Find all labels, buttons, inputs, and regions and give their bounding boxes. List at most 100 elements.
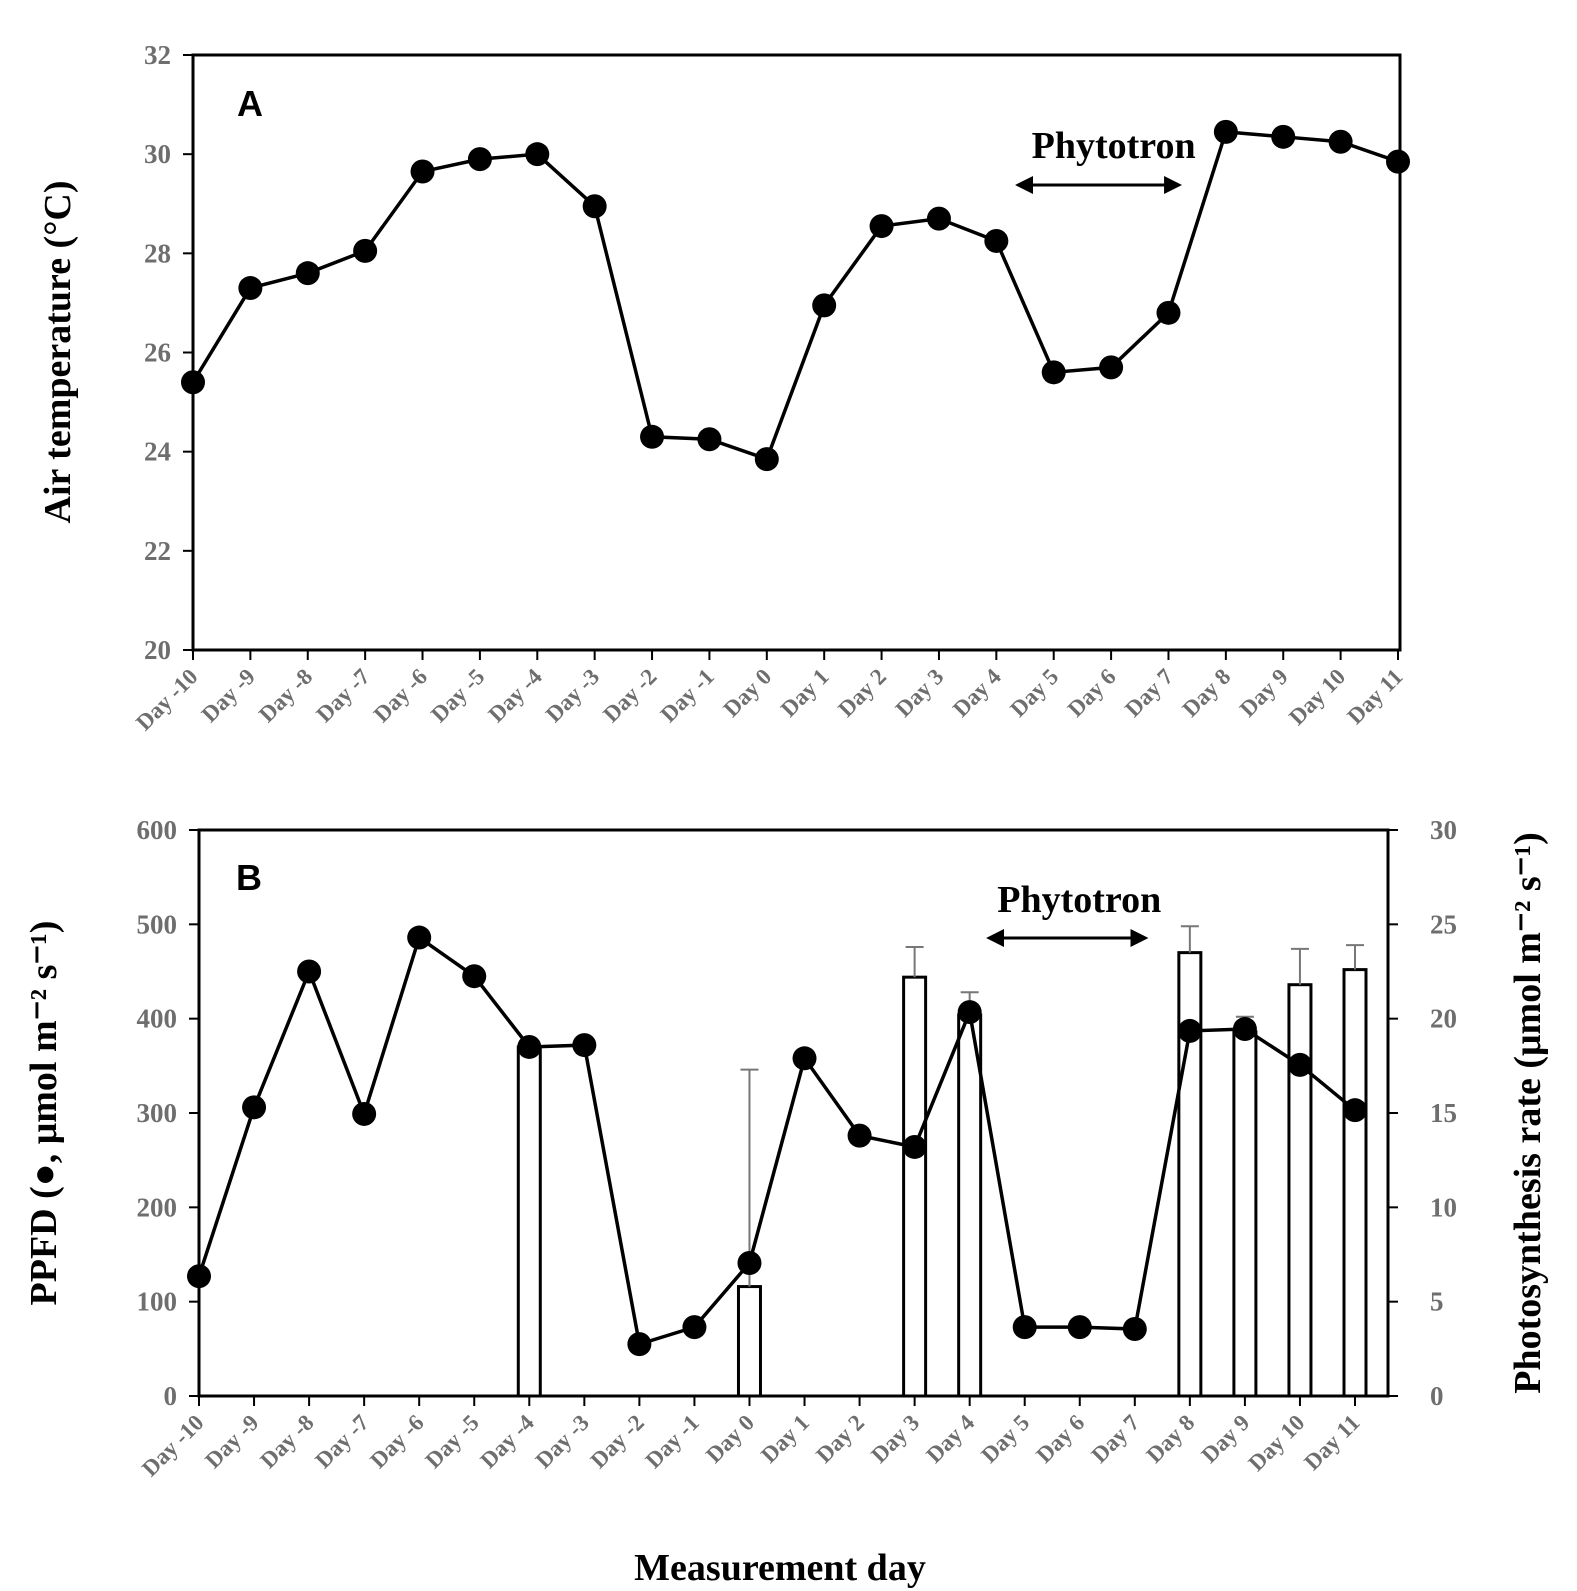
panel-b-left-tick-label: 0	[164, 1381, 178, 1411]
panel-b-left-tick-label: 500	[137, 909, 178, 939]
panel-b-x-tick-label: Day 10	[1243, 1410, 1309, 1476]
panel-a-data-point	[295, 261, 320, 286]
panel-b-right-axis: 0 5 10 15 20 25 30	[1388, 815, 1457, 1411]
panel-a-x-tick-label: Day -7	[311, 664, 374, 727]
panel-a-y-tick-label: 28	[144, 238, 171, 268]
panel-b-x-tick-label: Day 7	[1086, 1410, 1144, 1468]
panel-a-label: A	[237, 83, 263, 124]
panel-a-x-tick-label: Day -1	[656, 664, 719, 727]
panel-b-right-tick-label: 10	[1430, 1192, 1457, 1222]
panel-b-x-tick-label: Day 3	[866, 1410, 924, 1468]
panel-b-ppfd-point	[1067, 1315, 1092, 1340]
panel-a-data-point	[410, 159, 435, 184]
panel-b-right-tick-label: 30	[1430, 815, 1457, 845]
panel-a-phytotron-label: Phytotron	[1032, 125, 1196, 167]
panel-b-photosynthesis-bar	[1342, 968, 1368, 1398]
panel-b-photosynthesis-bar	[516, 1045, 542, 1398]
panel-a-temperature-line	[191, 129, 1399, 462]
panel-a-x-tick-label: Day -9	[197, 664, 260, 727]
panel-b-x-tick-label: Day -7	[310, 1410, 373, 1473]
panel-b-ppfd-point	[517, 1034, 542, 1059]
panel-b-left-axis: 0 100 200 300 400 500 600	[137, 815, 199, 1411]
panel-b-plot-frame	[197, 828, 1390, 1398]
panel-b-ppfd-point	[462, 964, 487, 989]
panel-a-data-point	[181, 370, 205, 395]
panel-b-right-tick-label: 5	[1430, 1287, 1444, 1317]
panel-b-ppfd-point	[1177, 1018, 1202, 1043]
panel-a-y-tick-label: 32	[144, 40, 171, 70]
panel-a-data-point	[1328, 129, 1353, 154]
panel-b-left-tick-label: 200	[137, 1192, 178, 1222]
panel-b-ppfd-point	[1122, 1317, 1147, 1342]
panel-b-ppfd-point	[682, 1315, 707, 1340]
panel-a-data-point	[697, 427, 722, 452]
panel-a-y-axis: 20 22 24 26 28 30 32	[144, 40, 193, 665]
panel-b-photosynthesis-bar	[1287, 983, 1313, 1398]
panel-b-photosynthesis-bar	[957, 1013, 983, 1398]
panel-b: B PPFD (●, μmol m⁻² s⁻¹) Photosynthesis …	[23, 815, 1549, 1589]
panel-a-x-tick-label: Day 3	[891, 664, 949, 722]
panel-a-data-point	[1041, 360, 1066, 385]
panel-a-x-tick-label: Day 0	[718, 664, 776, 722]
panel-b-ppfd-point	[1287, 1052, 1312, 1077]
panel-b-right-tick-label: 20	[1430, 1004, 1457, 1034]
panel-a-x-tick-label: Day -4	[484, 664, 548, 728]
panel-b-photosynthesis-bar	[902, 975, 928, 1398]
panel-b-ppfd-point	[847, 1123, 872, 1148]
panel-b-label: B	[236, 857, 262, 898]
panel-a-x-tick-label: Day 7	[1120, 664, 1178, 722]
panel-a-x-tick-label: Day 10	[1284, 664, 1350, 730]
panel-b-x-tick-label: Day 2	[811, 1410, 869, 1468]
panel-a-y-tick-label: 30	[144, 139, 171, 169]
panel-a-x-tick-label: Day 5	[1005, 664, 1063, 722]
panel-a-x-tick-label: Day 4	[948, 664, 1006, 722]
panel-b-ppfd-point	[737, 1250, 762, 1275]
panel-b-left-tick-label: 400	[137, 1004, 178, 1034]
panel-b-ppfd-point	[242, 1095, 267, 1120]
panel-b-ppfd-point	[1343, 1098, 1367, 1123]
panel-b-x-tick-label: Day 4	[921, 1410, 979, 1468]
panel-b-markers	[187, 925, 1367, 1357]
panel-a-data-point	[1099, 355, 1124, 380]
panel-b-right-axis-title: Photosynthesis rate (μmol m⁻² s⁻¹)	[1507, 832, 1549, 1394]
panel-b-x-tick-label: Day 6	[1031, 1410, 1089, 1468]
panel-a-data-point	[754, 447, 779, 472]
panel-b-ppfd-point	[352, 1101, 377, 1126]
panel-a-x-tick-label: Day 2	[833, 664, 891, 722]
panel-a: A Air temperature (°C) 20 22 24 26 28 30 32 Da…	[37, 40, 1410, 735]
panel-b-x-tick-label: Day -2	[586, 1410, 649, 1473]
panel-a-x-tick-label: Day -3	[541, 664, 604, 727]
panel-a-x-tick-label: Day 6	[1063, 664, 1121, 722]
panel-b-ppfd-point	[572, 1033, 597, 1058]
panel-a-x-tick-label: Day -10	[131, 664, 202, 735]
panel-b-ppfd-point	[187, 1264, 211, 1289]
panel-b-right-tick-label: 0	[1430, 1381, 1444, 1411]
panel-a-data-point	[467, 147, 492, 172]
panel-b-ppfd-point	[627, 1332, 652, 1357]
panel-b-x-axis-title: Measurement day	[634, 1547, 926, 1589]
panel-a-x-tick-label: Day 1	[776, 664, 834, 722]
panel-a-markers	[181, 119, 1410, 472]
panel-a-y-tick-label: 20	[144, 635, 171, 665]
panel-b-x-tick-label: Day -9	[200, 1410, 263, 1473]
panel-b-x-tick-label: Day 1	[756, 1410, 814, 1468]
panel-b-x-tick-label: Day -3	[531, 1410, 594, 1473]
panel-a-y-tick-label: 24	[144, 437, 171, 467]
panel-a-x-tick-label: Day -8	[254, 664, 317, 727]
panel-b-phytotron-label: Phytotron	[997, 879, 1161, 921]
panel-b-x-tick-label: Day -1	[641, 1410, 704, 1473]
panel-b-right-tick-label: 15	[1430, 1098, 1457, 1128]
panel-a-data-point	[1156, 300, 1181, 325]
panel-b-photosynthesis-bar	[736, 1285, 762, 1398]
panel-a-plot-frame	[191, 53, 1402, 652]
panel-a-data-point	[926, 206, 951, 231]
panel-b-left-axis-title: PPFD (●, μmol m⁻² s⁻¹)	[23, 921, 65, 1306]
panel-b-left-tick-label: 100	[137, 1287, 178, 1317]
panel-b-x-tick-label: Day -4	[476, 1410, 540, 1474]
panel-a-data-point	[984, 228, 1009, 253]
panel-b-ppfd-point	[957, 1000, 982, 1025]
panel-a-data-point	[869, 214, 894, 239]
